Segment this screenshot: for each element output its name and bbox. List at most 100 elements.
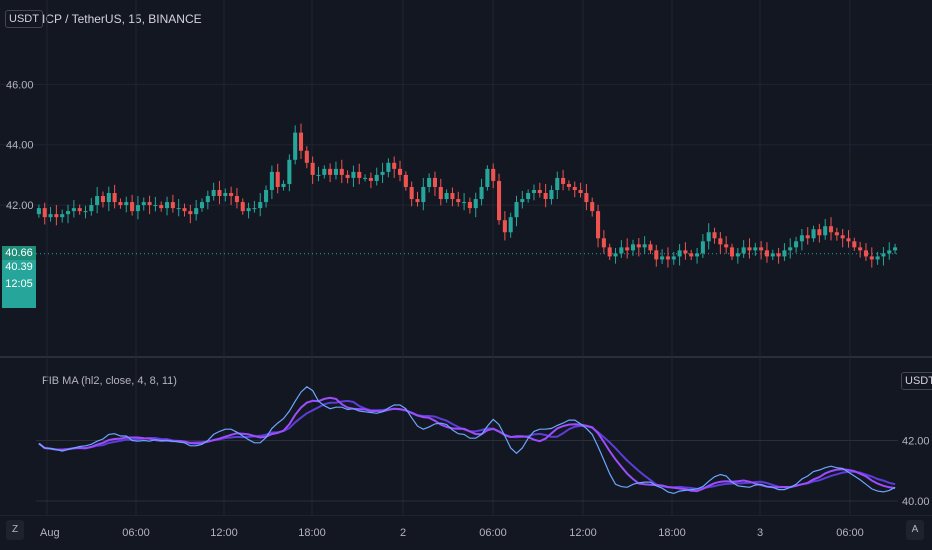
candle-body	[246, 208, 251, 212]
candle-body	[54, 214, 59, 218]
indicator-currency-badge[interactable]: USDT	[901, 372, 932, 390]
candle-body	[648, 244, 653, 251]
candle-body	[217, 190, 222, 197]
pane-separator[interactable]	[0, 356, 932, 358]
candle-body	[211, 190, 216, 197]
candle-body	[112, 193, 117, 203]
candle-body	[462, 202, 467, 204]
candle-body	[141, 202, 146, 206]
x-tick-label: 06:00	[479, 527, 507, 539]
candle-body	[170, 202, 175, 209]
indicator-y-tick-label: 40.00	[902, 496, 930, 508]
x-tick-label: 12:00	[210, 527, 238, 539]
candle-body	[281, 183, 286, 187]
candle-body	[153, 205, 158, 207]
candle-body	[724, 244, 729, 248]
candle-body	[596, 211, 601, 239]
candle-body	[409, 186, 414, 200]
candle-body	[520, 199, 525, 203]
candle-body	[578, 190, 583, 194]
candle-body	[380, 171, 385, 175]
candle-body	[875, 256, 880, 260]
candle-body	[199, 202, 205, 209]
candle-body	[514, 202, 519, 218]
candle-body	[601, 238, 606, 248]
y-tick-label: 46.00	[6, 79, 34, 91]
candle-body	[130, 202, 135, 212]
candle-body	[403, 174, 408, 187]
fib-ma-mid-line	[38, 396, 896, 493]
candle-body	[205, 196, 210, 203]
candle-body	[782, 250, 787, 257]
candle-body	[729, 247, 735, 257]
indicator-chart[interactable]: 42.00 40.00	[0, 357, 932, 515]
candle-body	[322, 168, 327, 175]
candle-body	[817, 229, 822, 236]
candle-body	[584, 193, 589, 203]
candle-body	[858, 247, 863, 251]
candle-body	[287, 159, 292, 184]
candle-body	[619, 247, 624, 254]
candle-body	[479, 186, 484, 200]
candle-body	[776, 253, 781, 257]
candle-body	[36, 208, 41, 215]
candle-body	[654, 250, 659, 260]
candle-body	[491, 168, 496, 181]
candle-body	[566, 183, 571, 187]
candle-body	[176, 208, 181, 210]
last-price-tag: 40.39	[2, 260, 36, 274]
x-tick-label: 18:00	[658, 527, 686, 539]
zoom-button[interactable]: Z	[6, 520, 24, 540]
candle-body	[106, 193, 111, 203]
candle-body	[194, 208, 199, 215]
indicator-y-tick-label: 42.00	[902, 435, 930, 447]
candle-body	[683, 250, 688, 254]
high-price-tag: 40.66	[2, 246, 36, 260]
candle-body	[100, 196, 106, 203]
candle-body	[496, 180, 502, 221]
candle-body	[869, 256, 874, 260]
countdown-tag: 12:05	[2, 274, 36, 308]
candle-body	[473, 199, 478, 209]
candle-body	[269, 171, 274, 190]
candle-body	[456, 199, 461, 203]
candle-body	[531, 190, 537, 194]
candle-body	[613, 253, 618, 257]
candle-body	[165, 202, 170, 209]
candle-body	[700, 241, 705, 254]
time-axis[interactable]: Aug 06:00 12:00 18:00 2 06:00 12:00 18:00 3 06:00	[0, 515, 932, 550]
candle-body	[561, 177, 566, 184]
candle-body	[863, 250, 869, 257]
price-chart[interactable]: 46.00 44.00 42.00	[0, 0, 932, 357]
symbol-title: ICP / TetherUS, 15, BINANCE	[42, 12, 202, 26]
candle-body	[345, 174, 350, 178]
candle-body	[48, 214, 53, 218]
candle-body	[304, 150, 309, 163]
candle-body	[351, 171, 356, 178]
candle-body	[811, 229, 816, 239]
candle-body	[590, 202, 595, 212]
candle-body	[77, 208, 82, 212]
candle-body	[339, 168, 344, 175]
candle-body	[823, 226, 828, 236]
candle-body	[135, 205, 140, 212]
auto-scale-button[interactable]: A	[906, 520, 924, 540]
candle-body	[712, 232, 717, 239]
candle-body	[95, 196, 100, 206]
candle-body	[764, 250, 769, 257]
candle-body	[438, 186, 443, 200]
candle-body	[316, 174, 321, 176]
candle-body	[357, 171, 362, 178]
candle-body	[660, 256, 665, 260]
candle-body	[124, 202, 129, 206]
candle-body	[392, 162, 397, 169]
x-tick-label: 2	[400, 527, 406, 539]
candle-body	[223, 193, 228, 197]
currency-badge[interactable]: USDT	[5, 10, 43, 28]
candle-body	[234, 196, 239, 203]
candle-body	[229, 193, 234, 197]
candle-body	[508, 217, 513, 233]
candle-body	[805, 235, 810, 239]
candle-body	[368, 177, 373, 181]
candle-body	[71, 208, 76, 212]
